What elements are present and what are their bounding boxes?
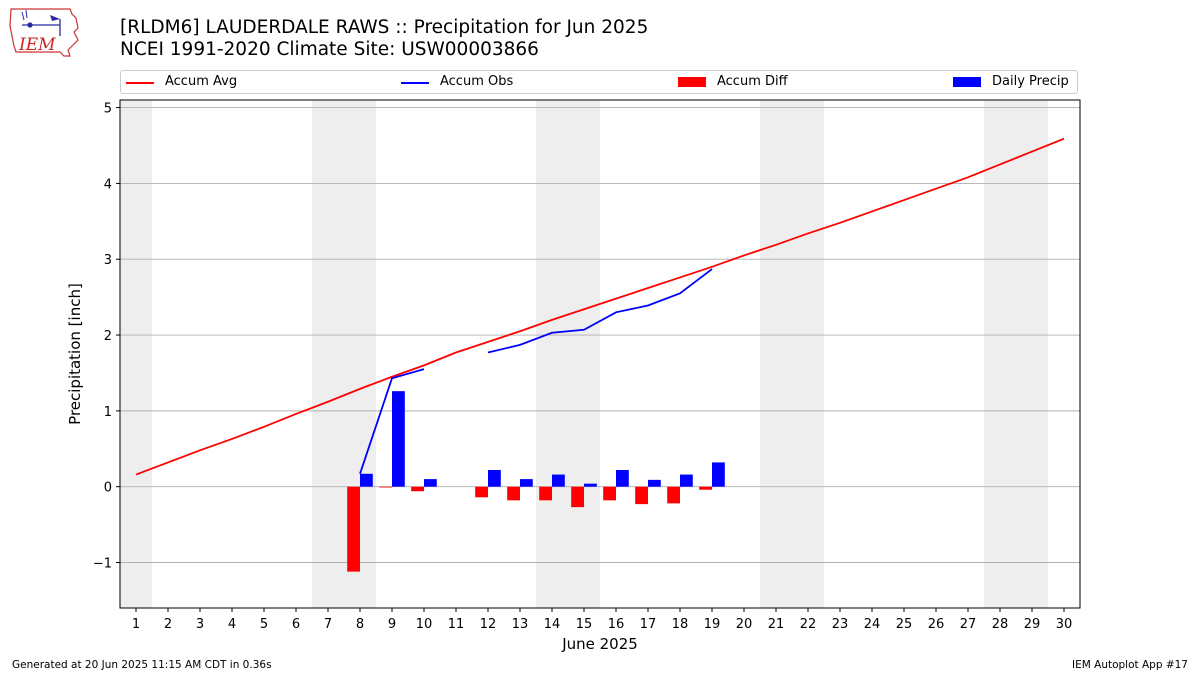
- daily-precip-bar: [520, 479, 533, 487]
- lines: [135, 137, 1065, 476]
- daily-precip-bar: [424, 479, 437, 487]
- x-tick-label: 28: [992, 617, 1009, 632]
- weekend-band: [760, 100, 824, 608]
- weekend-shading: [120, 100, 1048, 608]
- x-tick-label: 29: [1024, 617, 1041, 632]
- x-tick-label: 15: [576, 617, 593, 632]
- daily-precip-bar: [680, 474, 693, 487]
- x-tick-label: 22: [800, 617, 817, 632]
- accum-diff-bar: [699, 486, 712, 490]
- daily-precip-bar: [552, 474, 565, 487]
- x-tick-label: 20: [736, 617, 753, 632]
- footer-generated: Generated at 20 Jun 2025 11:15 AM CDT in…: [12, 659, 272, 671]
- chart-title: [RLDM6] LAUDERDALE RAWS :: Precipitation…: [120, 17, 649, 38]
- x-tick-label: 23: [832, 617, 849, 632]
- footer-app: IEM Autoplot App #17: [1072, 659, 1188, 671]
- x-tick-label: 16: [608, 617, 625, 632]
- y-axis-label: Precipitation [inch]: [66, 283, 84, 425]
- y-tick-label: 0: [104, 481, 112, 496]
- y-tick-label: −1: [93, 557, 112, 572]
- accum-diff-bar: [507, 486, 520, 501]
- x-tick-label: 6: [292, 617, 300, 632]
- x-tick-label: 19: [704, 617, 721, 632]
- x-tick-label: 30: [1056, 617, 1073, 632]
- legend-label: Accum Obs: [440, 74, 514, 89]
- y-tick-label: 1: [104, 405, 112, 420]
- x-tick-label: 11: [448, 617, 465, 632]
- daily-precip-bar: [712, 462, 725, 487]
- y-tick-label: 3: [104, 253, 112, 268]
- daily-precip-bar: [616, 470, 629, 487]
- y-tick-label: 4: [104, 177, 112, 192]
- x-tick-label: 14: [544, 617, 561, 632]
- daily-precip-bar: [584, 483, 597, 487]
- x-tick-label: 2: [164, 617, 172, 632]
- x-tick-label: 13: [512, 617, 529, 632]
- x-tick-label: 27: [960, 617, 977, 632]
- weekend-band: [120, 100, 152, 608]
- accum-diff-bar: [379, 486, 392, 488]
- weekend-band: [312, 100, 376, 608]
- x-tick-label: 10: [416, 617, 433, 632]
- chart-subtitle: NCEI 1991-2020 Climate Site: USW00003866: [120, 39, 539, 60]
- accum-diff-bar: [667, 486, 680, 504]
- accum-diff-bar: [603, 486, 616, 501]
- legend-swatch-accum-obs: [401, 82, 429, 84]
- legend-label: Daily Precip: [992, 74, 1069, 89]
- daily-precip-bar: [648, 479, 661, 487]
- x-tick-label: 12: [480, 617, 497, 632]
- logo-text: IEM: [18, 35, 56, 55]
- accum-diff-bar: [539, 486, 552, 501]
- x-tick-label: 7: [324, 617, 332, 632]
- x-tick-label: 25: [896, 617, 913, 632]
- accum-diff-bar: [571, 486, 584, 508]
- accum-diff-bar: [475, 486, 488, 498]
- accum-diff-bar: [635, 486, 648, 505]
- iem-logo: IEM: [8, 6, 82, 64]
- x-tick-label: 21: [768, 617, 785, 632]
- x-tick-label: 18: [672, 617, 689, 632]
- accum-avg-line: [135, 137, 1065, 476]
- x-tick-label: 4: [228, 617, 236, 632]
- x-tick-label: 1: [132, 617, 140, 632]
- legend-swatch-daily-precip: [953, 77, 981, 87]
- x-tick-label: 8: [356, 617, 364, 632]
- chart-legend: Accum Avg Accum Obs Accum Diff Daily Pre…: [120, 70, 1078, 94]
- x-tick-label: 26: [928, 617, 945, 632]
- y-tick-label: 2: [104, 329, 112, 344]
- x-tick-label: 3: [196, 617, 204, 632]
- legend-swatch-accum-avg: [126, 82, 154, 84]
- daily-precip-bar: [488, 470, 501, 487]
- daily-precip-bar: [392, 391, 405, 487]
- legend-label: Accum Diff: [717, 74, 788, 89]
- legend-swatch-accum-diff: [678, 77, 706, 87]
- accum-diff-bar: [411, 486, 424, 492]
- gridlines: [120, 107, 1080, 563]
- daily-precip-bar: [360, 473, 373, 487]
- plot-frame: [119, 99, 1081, 609]
- accum-obs-line: [359, 368, 425, 475]
- weekend-band: [984, 100, 1048, 608]
- accum-diff-bar: [347, 486, 360, 572]
- y-tick-label: 5: [104, 102, 112, 117]
- x-tick-label: 5: [260, 617, 268, 632]
- x-axis-label: June 2025: [561, 635, 638, 653]
- x-tick-label: 9: [388, 617, 396, 632]
- accum-obs-line: [487, 268, 713, 354]
- legend-label: Accum Avg: [165, 74, 238, 89]
- bars: [347, 391, 725, 572]
- weekend-band: [536, 100, 600, 608]
- x-tick-label: 17: [640, 617, 657, 632]
- x-tick-label: 24: [864, 617, 881, 632]
